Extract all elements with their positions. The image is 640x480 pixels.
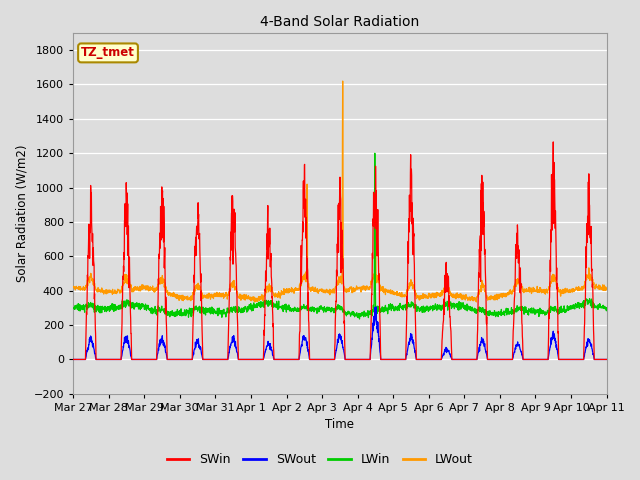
Title: 4-Band Solar Radiation: 4-Band Solar Radiation (260, 15, 419, 29)
Y-axis label: Solar Radiation (W/m2): Solar Radiation (W/m2) (15, 144, 28, 282)
Text: TZ_tmet: TZ_tmet (81, 47, 135, 60)
Legend: SWin, SWout, LWin, LWout: SWin, SWout, LWin, LWout (162, 448, 478, 471)
X-axis label: Time: Time (325, 419, 355, 432)
